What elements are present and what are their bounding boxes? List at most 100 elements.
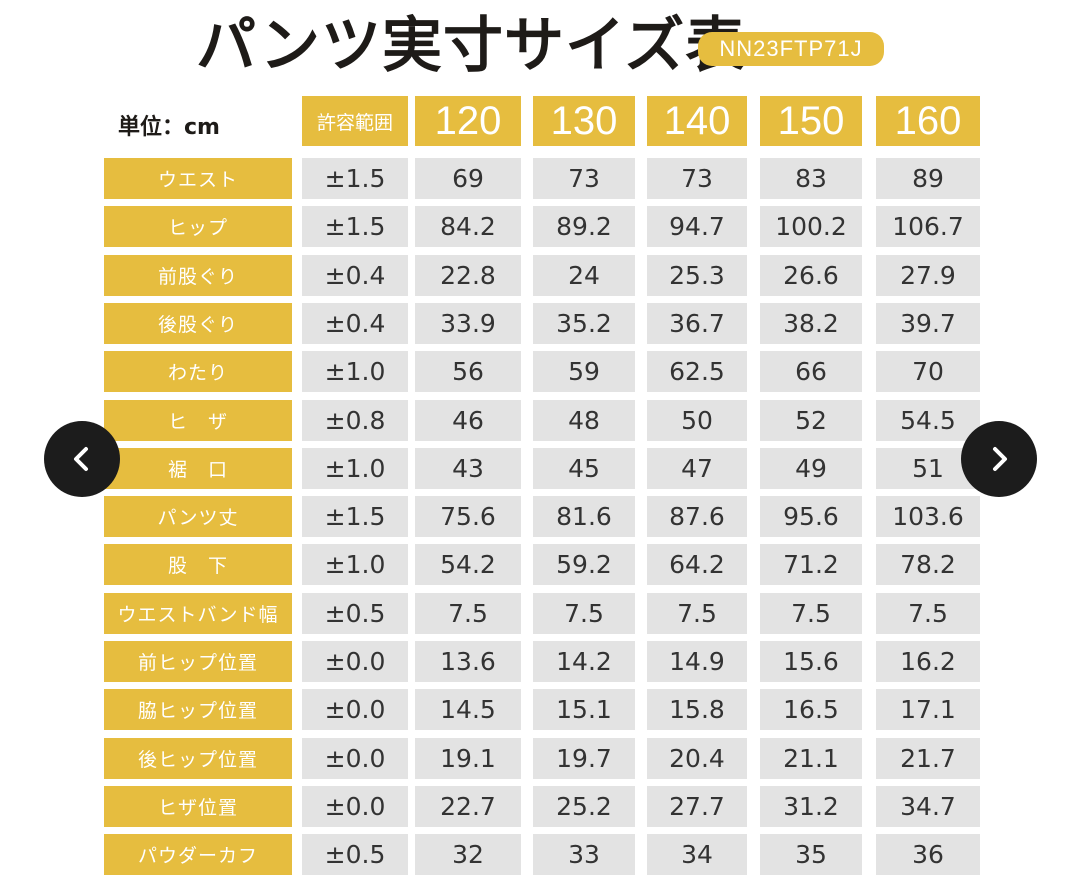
value-cell: 38.2 — [760, 303, 862, 344]
value-cell: 35.2 — [533, 303, 635, 344]
value-cell: 24 — [533, 255, 635, 296]
tolerance-cell: ±1.0 — [302, 544, 408, 585]
value-cell: 32 — [415, 834, 521, 875]
row-label: ウエスト — [104, 158, 292, 199]
value-cell: 78.2 — [876, 544, 980, 585]
value-cell: 71.2 — [760, 544, 862, 585]
value-cell: 15.6 — [760, 641, 862, 682]
tolerance-cell: ±0.5 — [302, 834, 408, 875]
value-cell: 13.6 — [415, 641, 521, 682]
tolerance-cell: ±0.4 — [302, 303, 408, 344]
value-cell: 22.8 — [415, 255, 521, 296]
tolerance-cell: ±0.0 — [302, 641, 408, 682]
tolerance-cell: ±1.5 — [302, 496, 408, 537]
value-cell: 106.7 — [876, 206, 980, 247]
value-cell: 81.6 — [533, 496, 635, 537]
tolerance-cell: ±0.0 — [302, 786, 408, 827]
value-cell: 62.5 — [647, 351, 747, 392]
value-cell: 84.2 — [415, 206, 521, 247]
value-cell: 17.1 — [876, 689, 980, 730]
value-cell: 14.9 — [647, 641, 747, 682]
value-cell: 34 — [647, 834, 747, 875]
value-cell: 83 — [760, 158, 862, 199]
row-label: 前股ぐり — [104, 255, 292, 296]
value-cell: 45 — [533, 448, 635, 489]
prev-button[interactable] — [44, 421, 120, 497]
tolerance-cell: ±0.8 — [302, 400, 408, 441]
chevron-left-icon — [74, 447, 88, 471]
value-cell: 7.5 — [647, 593, 747, 634]
value-cell: 7.5 — [876, 593, 980, 634]
value-cell: 69 — [415, 158, 521, 199]
size-header-130: 130 — [533, 96, 635, 146]
value-cell: 54.5 — [876, 400, 980, 441]
value-cell: 33 — [533, 834, 635, 875]
value-cell: 21.7 — [876, 738, 980, 779]
tolerance-cell: ±1.0 — [302, 448, 408, 489]
value-cell: 89 — [876, 158, 980, 199]
row-label: 前ヒップ位置 — [104, 641, 292, 682]
value-cell: 14.5 — [415, 689, 521, 730]
row-label: 股 下 — [104, 544, 292, 585]
tolerance-cell: ±1.5 — [302, 206, 408, 247]
value-cell: 16.2 — [876, 641, 980, 682]
size-header-120: 120 — [415, 96, 521, 146]
value-cell: 19.7 — [533, 738, 635, 779]
row-label: ヒップ — [104, 206, 292, 247]
value-cell: 59.2 — [533, 544, 635, 585]
row-label: パウダーカフ — [104, 834, 292, 875]
value-cell: 48 — [533, 400, 635, 441]
value-cell: 7.5 — [760, 593, 862, 634]
row-label: 脇ヒップ位置 — [104, 689, 292, 730]
row-label: ヒ ザ — [104, 400, 292, 441]
value-cell: 89.2 — [533, 206, 635, 247]
row-label: 後股ぐり — [104, 303, 292, 344]
value-cell: 27.7 — [647, 786, 747, 827]
value-cell: 26.6 — [760, 255, 862, 296]
value-cell: 43 — [415, 448, 521, 489]
value-cell: 36.7 — [647, 303, 747, 344]
tolerance-cell: ±0.0 — [302, 689, 408, 730]
value-cell: 31.2 — [760, 786, 862, 827]
value-cell: 15.1 — [533, 689, 635, 730]
value-cell: 49 — [760, 448, 862, 489]
value-cell: 70 — [876, 351, 980, 392]
value-cell: 50 — [647, 400, 747, 441]
unit-label: 単位：cm — [118, 115, 220, 140]
value-cell: 47 — [647, 448, 747, 489]
value-cell: 25.2 — [533, 786, 635, 827]
tolerance-cell: ±0.5 — [302, 593, 408, 634]
value-cell: 21.1 — [760, 738, 862, 779]
value-cell: 7.5 — [415, 593, 521, 634]
row-label: ウエストバンド幅 — [104, 593, 292, 634]
tolerance-cell: ±1.5 — [302, 158, 408, 199]
value-cell: 20.4 — [647, 738, 747, 779]
value-cell: 34.7 — [876, 786, 980, 827]
value-cell: 95.6 — [760, 496, 862, 537]
chevron-right-icon — [993, 447, 1007, 471]
size-header-150: 150 — [760, 96, 862, 146]
row-label: 後ヒップ位置 — [104, 738, 292, 779]
value-cell: 56 — [415, 351, 521, 392]
tolerance-header: 許容範囲 — [302, 96, 408, 146]
size-header-160: 160 — [876, 96, 980, 146]
value-cell: 36 — [876, 834, 980, 875]
value-cell: 33.9 — [415, 303, 521, 344]
size-header-140: 140 — [647, 96, 747, 146]
value-cell: 46 — [415, 400, 521, 441]
page-title: パンツ実寸サイズ表 — [196, 11, 747, 81]
row-label: パンツ丈 — [104, 496, 292, 537]
product-code-badge: NN23FTP71J — [698, 32, 884, 66]
tolerance-cell: ±0.0 — [302, 738, 408, 779]
value-cell: 64.2 — [647, 544, 747, 585]
value-cell: 25.3 — [647, 255, 747, 296]
value-cell: 75.6 — [415, 496, 521, 537]
tolerance-cell: ±1.0 — [302, 351, 408, 392]
tolerance-cell: ±0.4 — [302, 255, 408, 296]
value-cell: 94.7 — [647, 206, 747, 247]
row-label: わたり — [104, 351, 292, 392]
value-cell: 103.6 — [876, 496, 980, 537]
value-cell: 59 — [533, 351, 635, 392]
next-button[interactable] — [961, 421, 1037, 497]
row-label: 裾 口 — [104, 448, 292, 489]
